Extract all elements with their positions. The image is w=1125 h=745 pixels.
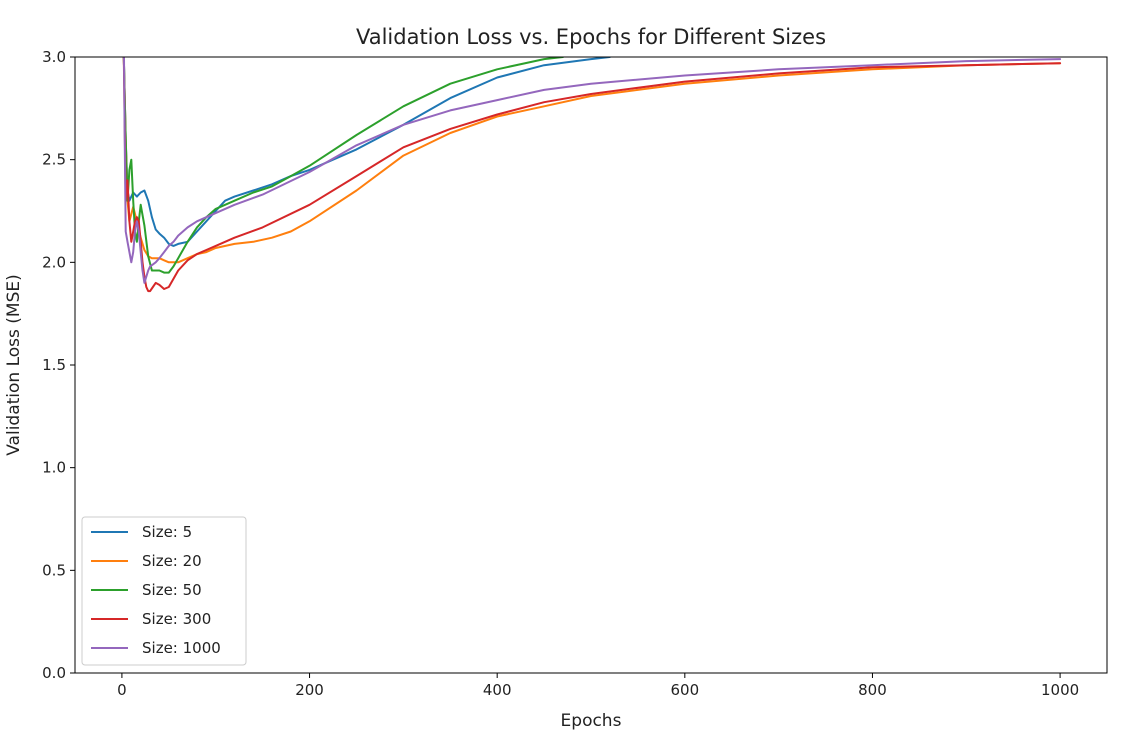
x-axis: 0 200 400 600 800 1000 bbox=[117, 673, 1079, 699]
y-axis-label: Validation Loss (MSE) bbox=[4, 274, 24, 456]
y-tick-label: 0.5 bbox=[42, 561, 66, 579]
y-tick-label: 0.0 bbox=[42, 664, 66, 682]
legend-items: Size: 5 Size: 20 Size: 50 Size: 300 Size: 10… bbox=[91, 523, 221, 657]
legend: Size: 5 Size: 20 Size: 50 Size: 300 Size: 10… bbox=[81, 516, 247, 666]
y-axis: 0.0 0.5 1.0 1.5 2.0 2.5 3.0 bbox=[42, 48, 75, 682]
series-line-5 bbox=[122, 57, 1062, 284]
x-tick-label: 1000 bbox=[1041, 681, 1079, 699]
y-tick-label: 3.0 bbox=[42, 48, 66, 66]
y-tick-label: 1.0 bbox=[42, 459, 66, 477]
x-tick-label: 800 bbox=[858, 681, 887, 699]
legend-label-5: Size: 1000 bbox=[142, 639, 221, 657]
x-tick-label: 0 bbox=[117, 681, 127, 699]
y-tick-label: 2.5 bbox=[42, 151, 66, 169]
legend-label-3: Size: 50 bbox=[142, 581, 202, 599]
x-tick-label: 400 bbox=[483, 681, 512, 699]
legend-label-4: Size: 300 bbox=[142, 610, 211, 628]
series-line-4 bbox=[122, 57, 1062, 293]
x-tick-label: 200 bbox=[295, 681, 324, 699]
legend-box bbox=[81, 516, 247, 666]
y-tick-label: 1.5 bbox=[42, 356, 66, 374]
legend-label-1: Size: 5 bbox=[142, 523, 192, 541]
series-line-3 bbox=[122, 57, 564, 274]
series-line-1 bbox=[122, 57, 611, 247]
legend-label-2: Size: 20 bbox=[142, 552, 202, 570]
y-tick-label: 2.0 bbox=[42, 253, 66, 271]
series-layer bbox=[122, 57, 1062, 293]
x-tick-label: 600 bbox=[670, 681, 699, 699]
chart-title: Validation Loss vs. Epochs for Different… bbox=[356, 25, 826, 49]
x-axis-label: Epochs bbox=[561, 711, 622, 731]
